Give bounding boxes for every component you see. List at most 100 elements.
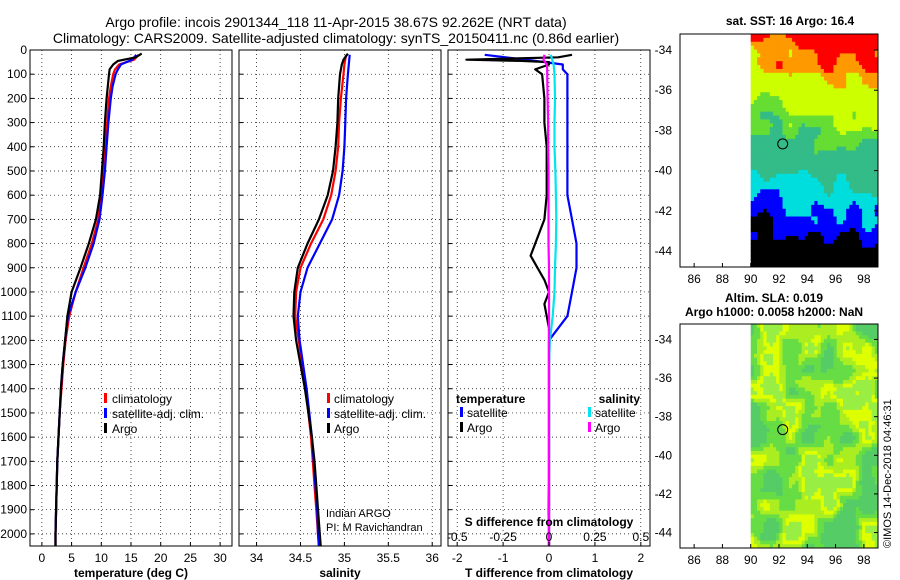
heatmap-cell	[769, 503, 774, 508]
heatmap-cell	[779, 80, 783, 85]
heatmap-cell	[776, 146, 780, 151]
heatmap-cell	[833, 510, 838, 515]
heatmap-cell	[855, 220, 860, 225]
heatmap-cell	[862, 353, 866, 358]
heatmap-cell	[855, 228, 860, 233]
heatmap-cell	[763, 134, 768, 140]
heatmap-cell	[763, 228, 768, 233]
heatmap-cell	[760, 263, 764, 268]
heatmap-cell	[766, 436, 771, 441]
heatmap-cell	[820, 111, 825, 116]
heatmap-cell	[760, 131, 764, 136]
heatmap-cell	[779, 247, 783, 252]
heatmap-cell	[795, 361, 799, 366]
heatmap-cell	[820, 200, 825, 206]
heatmap-cell	[785, 394, 790, 400]
heatmap-cell	[804, 488, 809, 493]
heatmap-cell	[763, 212, 768, 217]
heatmap-cell	[795, 503, 799, 508]
heatmap-cell	[760, 447, 764, 452]
heatmap-cell	[865, 197, 869, 202]
heatmap-cell	[769, 96, 774, 101]
heatmap-cell	[865, 41, 869, 47]
heatmap-cell	[855, 115, 860, 120]
heatmap-cell	[827, 45, 831, 50]
heatmap-cell	[801, 462, 806, 467]
heatmap-cell	[798, 259, 803, 264]
heatmap-cell	[836, 123, 841, 128]
heatmap-cell	[814, 338, 818, 344]
heatmap-cell	[868, 166, 873, 171]
heatmap-cell	[772, 216, 777, 221]
heatmap-cell	[804, 514, 809, 519]
heatmap-cell	[788, 443, 793, 448]
heatmap-cell	[792, 413, 796, 418]
heatmap-cell	[760, 96, 764, 101]
heatmap-cell	[772, 107, 777, 113]
heatmap-cell	[862, 169, 866, 175]
heatmap-cell	[852, 428, 857, 433]
heatmap-cell	[795, 521, 799, 526]
heatmap-cell	[827, 88, 831, 93]
heatmap-cell	[801, 380, 806, 385]
heatmap-cell	[760, 181, 764, 186]
heatmap-cell	[782, 68, 787, 74]
heatmap-cell	[792, 107, 796, 113]
heatmap-cell	[868, 454, 873, 459]
heatmap-cell	[874, 68, 879, 74]
heatmap-cell	[827, 357, 831, 362]
heatmap-cell	[788, 200, 793, 206]
heatmap-cell	[820, 235, 825, 241]
heatmap-cell	[792, 372, 796, 377]
heatmap-cell	[750, 521, 755, 526]
heatmap-cell	[820, 255, 825, 260]
heatmap-cell	[820, 138, 825, 144]
heatmap-cell	[785, 34, 790, 39]
heatmap-cell	[843, 239, 847, 245]
heatmap-cell	[839, 469, 844, 474]
heatmap-cell	[836, 173, 841, 179]
heatmap-cell	[855, 103, 860, 109]
heatmap-cell	[750, 458, 755, 463]
heatmap-cell	[839, 251, 844, 256]
heatmap-cell	[788, 150, 793, 155]
heatmap-cell	[817, 111, 822, 116]
heatmap-cell	[814, 263, 818, 268]
legend-group-title-salinity: salinity	[599, 392, 641, 406]
heatmap-cell	[798, 439, 803, 444]
heatmap-cell	[766, 492, 771, 497]
heatmap-cell	[827, 402, 831, 407]
heatmap-cell	[753, 134, 758, 140]
heatmap-cell	[858, 197, 863, 202]
heatmap-cell	[839, 447, 844, 452]
heatmap-cell	[804, 57, 809, 62]
heatmap-cell	[811, 536, 815, 541]
heatmap-cell	[817, 34, 822, 39]
heatmap-cell	[843, 469, 847, 474]
heatmap-cell	[865, 216, 869, 221]
heatmap-cell	[782, 443, 787, 448]
heatmap-cell	[830, 212, 834, 217]
heatmap-cell	[769, 123, 774, 128]
heatmap-cell	[811, 45, 815, 50]
heatmap-cell	[763, 251, 768, 256]
heatmap-cell	[817, 525, 822, 530]
heatmap-cell	[858, 477, 863, 482]
heatmap-cell	[849, 387, 853, 392]
heatmap-cell	[833, 398, 838, 403]
heatmap-cell	[769, 107, 774, 113]
heatmap-cell	[827, 107, 831, 113]
heatmap-cell	[846, 216, 850, 221]
heatmap-cell	[779, 376, 783, 381]
heatmap-cell	[862, 142, 866, 148]
heatmap-cell	[874, 324, 879, 329]
heatmap-cell	[804, 372, 809, 377]
heatmap-cell	[830, 521, 834, 526]
heatmap-cell	[874, 65, 879, 70]
heatmap-cell	[811, 34, 815, 39]
heatmap-cell	[763, 406, 768, 411]
heatmap-cell	[846, 158, 850, 163]
heatmap-cell	[833, 162, 838, 167]
heatmap-cell	[760, 142, 764, 148]
heatmap-cell	[833, 488, 838, 493]
